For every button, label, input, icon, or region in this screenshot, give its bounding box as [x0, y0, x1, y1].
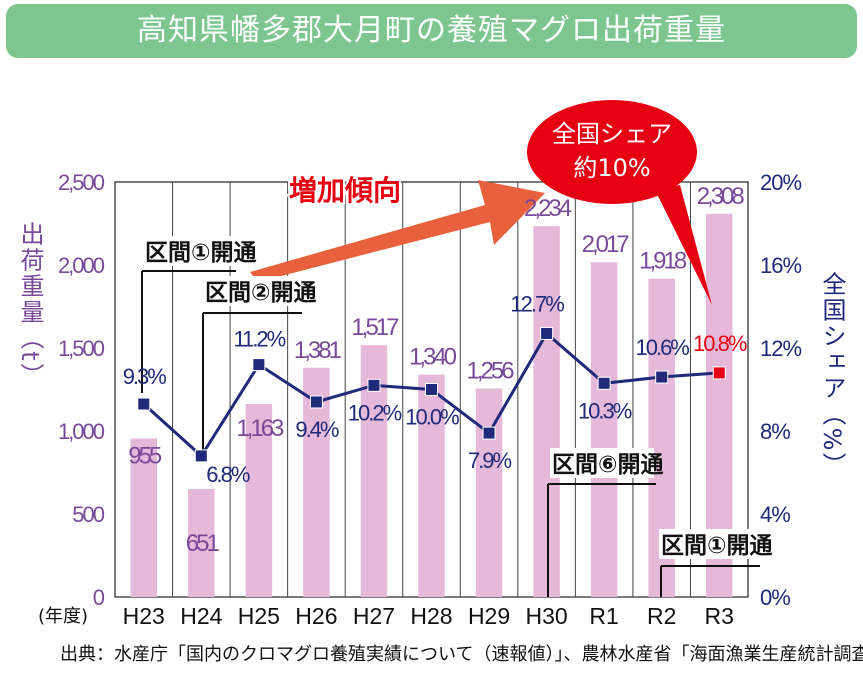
- bracket-bg: [143, 236, 233, 266]
- right-tick-label: 12%: [760, 336, 801, 361]
- share-value-label: 12.7%: [510, 291, 564, 316]
- left-tick-label: 2,000: [58, 253, 105, 278]
- share-point-H27: [367, 378, 381, 392]
- share-value-label: 10.6%: [635, 335, 689, 360]
- callout-bubble: [527, 100, 697, 204]
- x-tick-label: H23: [123, 603, 165, 629]
- bar-H23: [130, 438, 158, 597]
- trend-arrow: [250, 180, 545, 282]
- bar-H28: [418, 374, 445, 597]
- left-tick-label: 2,500: [58, 170, 105, 195]
- bracket-bg: [203, 276, 298, 306]
- bar-R1: [590, 262, 618, 597]
- share-value-label: 10.3%: [578, 398, 632, 423]
- section-label: 区間⑥開通: [552, 452, 663, 478]
- bar-value-label: 2,234: [524, 195, 572, 222]
- x-tick-label: H25: [238, 603, 280, 629]
- share-point-H25: [252, 358, 266, 372]
- bar-value-label: 651: [186, 530, 220, 557]
- bracket-bg: [550, 448, 654, 478]
- right-tick-label: 8%: [760, 419, 790, 444]
- share-value-label: 10.8%: [693, 331, 747, 356]
- bar-H24: [188, 488, 215, 597]
- right-tick-label: 20%: [760, 170, 801, 195]
- bar-value-label: 1,340: [409, 344, 457, 371]
- bar-value-label: 2,017: [582, 231, 630, 258]
- x-tick-label: H24: [180, 603, 222, 629]
- bracket-bg: [659, 529, 754, 559]
- right-axis-title: 全国シェア（%）: [818, 272, 846, 479]
- chart-title: 高知県幡多郡大月町の養殖マグロ出荷重量: [6, 4, 857, 58]
- right-tick-label: 0%: [760, 585, 790, 610]
- bar-value-label: 955: [128, 442, 162, 469]
- section-label: 区間②開通: [205, 280, 316, 306]
- left-tick-label: 0: [93, 585, 105, 610]
- callout-line1: 全国シェア: [552, 120, 672, 148]
- share-value-label: 9.3%: [123, 364, 167, 389]
- bar-H25: [245, 403, 273, 597]
- share-point-R1: [597, 376, 611, 390]
- callout-tail: [655, 185, 712, 305]
- bar-value-label: 1,918: [639, 248, 687, 275]
- bar-H30: [533, 226, 560, 597]
- x-tick-label: H27: [353, 603, 395, 629]
- x-tick-label: H30: [525, 603, 567, 629]
- x-unit-label: (年度): [38, 606, 88, 627]
- x-tick-label: R1: [589, 603, 618, 629]
- share-point-R2: [655, 370, 669, 384]
- share-point-H24: [194, 449, 208, 463]
- left-axis-title: 出荷重量（t）: [16, 221, 44, 388]
- bar-H29: [475, 388, 503, 597]
- left-tick-label: 500: [72, 502, 104, 527]
- x-tick-label: H29: [468, 603, 510, 629]
- share-value-label: 10.2%: [348, 400, 402, 425]
- share-value-label: 7.9%: [468, 448, 512, 473]
- share-point-H29: [482, 426, 496, 440]
- share-value-label: 10.0%: [405, 405, 459, 430]
- share-value-label: 11.2%: [233, 327, 285, 352]
- bar-value-label: 1,163: [236, 415, 284, 442]
- share-value-label: 9.4%: [295, 417, 339, 442]
- bar-value-label: 1,256: [467, 358, 515, 385]
- left-tick-label: 1,500: [58, 336, 105, 361]
- right-tick-label: 16%: [760, 253, 801, 278]
- trend-label: 増加傾向: [289, 174, 401, 207]
- section-label: 区間①開通: [145, 240, 256, 266]
- share-point-H30: [540, 326, 554, 340]
- x-tick-label: H26: [295, 603, 337, 629]
- x-tick-label: H28: [410, 603, 452, 629]
- share-point-H26: [309, 395, 323, 409]
- share-point-R3: [712, 366, 726, 380]
- share-point-H23: [137, 397, 151, 411]
- right-tick-label: 4%: [760, 502, 790, 527]
- share-value-label: 6.8%: [206, 462, 250, 487]
- callout-line2: 約10%: [573, 154, 650, 182]
- x-tick-label: R3: [705, 603, 734, 629]
- bar-value-label: 1,517: [351, 314, 399, 341]
- bar-value-label: 2,308: [697, 183, 745, 210]
- x-tick-label: R2: [647, 603, 676, 629]
- section-label: 区間①開通: [661, 533, 772, 559]
- source-note: 出典：水産庁「国内のクロマグロ養殖実績について（速報値）」、農林水産省「海面漁業…: [60, 643, 863, 665]
- share-point-H28: [425, 383, 438, 396]
- bar-value-label: 1,381: [294, 337, 342, 364]
- left-tick-label: 1,000: [58, 419, 105, 444]
